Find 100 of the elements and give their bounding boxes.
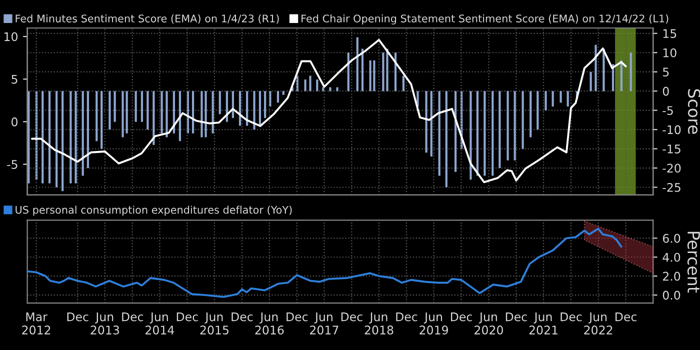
- x-tick-label: Dec: [176, 312, 198, 322]
- line-series: [30, 38, 627, 184]
- x-tick-label: Jun 2019: [420, 312, 448, 334]
- bar: [42, 91, 44, 184]
- bar: [86, 91, 89, 168]
- bar: [336, 87, 338, 92]
- bar: [204, 91, 207, 138]
- y-tick-label: 4.0: [662, 252, 680, 262]
- x-tick-label: Dec: [286, 312, 308, 322]
- x-tick-label: Dec: [67, 312, 88, 322]
- x-tick-label: Jun 2018: [364, 312, 394, 334]
- bar: [373, 60, 376, 92]
- bar: [630, 52, 632, 92]
- x-tick-label: Dec: [341, 312, 362, 322]
- bar: [264, 91, 266, 118]
- y-tick-label: 2.0: [662, 272, 680, 281]
- bar: [316, 80, 318, 92]
- bar: [476, 91, 479, 176]
- bar: [492, 91, 494, 176]
- bar: [402, 76, 405, 92]
- bar: [212, 91, 214, 134]
- bar: [146, 91, 149, 130]
- bar: [590, 72, 592, 92]
- x-tick-label: Jun 2020: [474, 312, 503, 334]
- bar: [62, 91, 64, 192]
- x-tick-label: Jun 2015: [200, 312, 228, 334]
- bar: [200, 91, 203, 138]
- bar: [530, 91, 532, 138]
- bar: [253, 91, 256, 130]
- x-tick-label: Jun 2016: [255, 312, 284, 334]
- y-tick-label: 0: [12, 117, 18, 126]
- bar: [309, 76, 312, 92]
- y2-tick-label: -15: [662, 144, 680, 154]
- x-tick-label: Jun 2017: [310, 312, 338, 334]
- bar: [498, 91, 501, 168]
- line-series: [27, 228, 622, 298]
- bar: [282, 91, 284, 95]
- bar: [140, 91, 144, 122]
- bar: [522, 91, 524, 149]
- bar: [166, 91, 168, 138]
- bar: [382, 52, 384, 92]
- bar: [544, 91, 547, 110]
- x-tick-label: Dec: [232, 312, 253, 322]
- bar: [484, 91, 486, 176]
- bar: [74, 91, 77, 184]
- bar: [96, 91, 98, 142]
- legend-label: US personal consumption expenditures deflator (YoY): [16, 206, 292, 216]
- bar: [386, 48, 388, 92]
- bar: [160, 91, 163, 134]
- x-tick-label: Dec: [560, 312, 582, 322]
- x-tick-label: Jun 2014: [146, 312, 174, 334]
- x-tick-label: Dec: [122, 312, 144, 322]
- x-tick-label: Dec: [616, 312, 636, 322]
- bar: [430, 91, 432, 156]
- bar: [594, 44, 597, 92]
- y2-tick-label: -25: [662, 182, 680, 192]
- bar: [322, 87, 324, 92]
- bar: [329, 87, 332, 92]
- y-tick-label: 10: [4, 32, 18, 42]
- legend-label: Fed Chair Opening Statement Sentiment Score (EMA) on 12/14/22 (L1): [302, 14, 668, 24]
- x-tick-label: Mar 2012: [22, 312, 50, 334]
- bar: [108, 91, 111, 130]
- bar: [356, 37, 358, 92]
- y2-tick-label: -20: [662, 164, 681, 173]
- bar: [122, 91, 124, 138]
- y-tick-label: 5: [12, 74, 18, 84]
- y2-tick-label: 15: [663, 29, 676, 38]
- x-tick-label: Jun 2021: [529, 312, 558, 334]
- bar: [70, 91, 72, 184]
- bar: [506, 91, 509, 160]
- bar: [304, 80, 306, 92]
- bar: [445, 91, 448, 188]
- bar: [82, 91, 84, 176]
- bar: [258, 91, 262, 126]
- bar: [566, 91, 569, 106]
- x-tick-label: Dec: [506, 312, 527, 322]
- bar: [152, 91, 155, 145]
- x-tick-label: Jun 2022: [584, 312, 612, 334]
- bar: [192, 91, 194, 134]
- x-tick-label: Dec: [396, 312, 418, 322]
- x-tick-label: Jun 2013: [90, 312, 119, 334]
- bar: [134, 91, 137, 122]
- bar: [470, 91, 472, 180]
- bar: [114, 91, 116, 122]
- bar: [48, 91, 51, 184]
- y-tick-label: 6.0: [662, 234, 680, 243]
- bar: [276, 91, 280, 103]
- bar: [100, 91, 103, 149]
- y-axis-title: Percent: [687, 232, 700, 293]
- x-tick-label: Dec: [451, 312, 472, 322]
- bar: [369, 60, 372, 92]
- bar: [560, 91, 562, 103]
- bar: [425, 91, 428, 153]
- y-tick-label: 0.0: [662, 290, 680, 300]
- bar: [536, 91, 539, 130]
- bar: [56, 91, 58, 188]
- y2-tick-label: -10: [662, 125, 681, 134]
- bar: [218, 91, 221, 114]
- y-tick-label: -5: [7, 160, 18, 169]
- bar: [438, 91, 440, 176]
